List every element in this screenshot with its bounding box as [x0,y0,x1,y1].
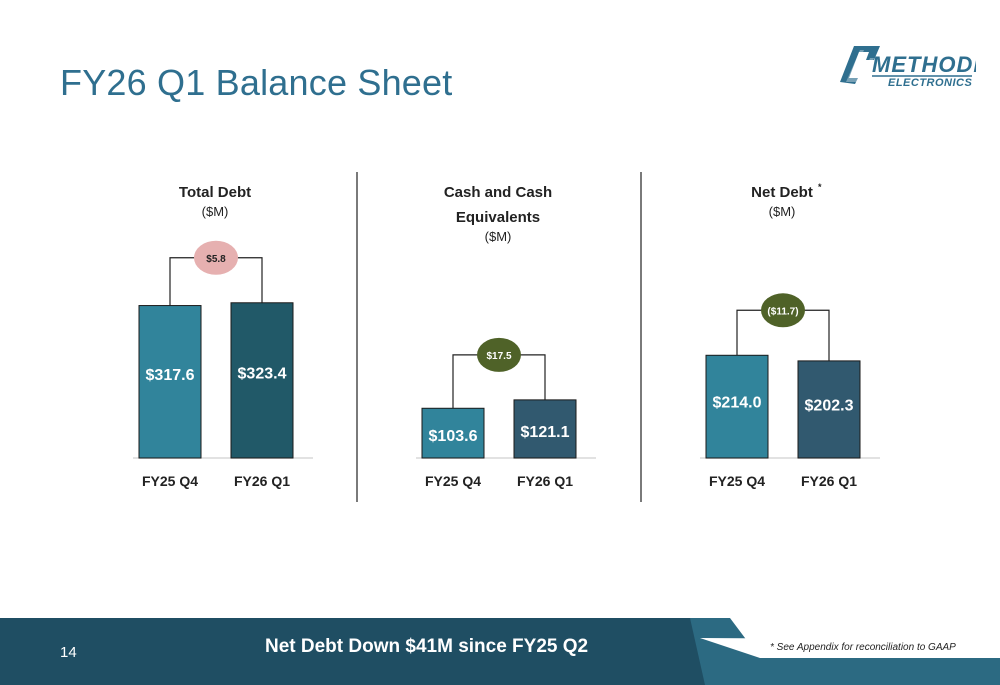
delta-bubble [761,293,805,328]
bar-fy25-q4 [705,354,769,459]
x-tick-label: FY25 Q4 [709,473,765,489]
x-tick-label: FY25 Q4 [142,473,198,489]
delta-bubble [477,337,521,372]
footer-band: 14 Net Debt Down $41M since FY25 Q2 * Se… [0,618,1000,685]
chart-title: Net Debt [751,184,813,201]
bar-fy25-q4 [421,407,485,459]
chart-title: Cash and Cash [444,184,552,201]
bar-value-label: $323.4 [238,366,287,383]
bar-fy25-q4 [138,305,202,459]
bar-value-label: $103.6 [429,428,478,445]
x-tick-label: FY26 Q1 [801,473,857,489]
x-tick-label: FY26 Q1 [517,473,573,489]
delta-bubble [194,240,238,275]
delta-label: $5.8 [206,254,226,265]
chart-title: Total Debt [179,184,251,201]
footnote: * See Appendix for reconciliation to GAA… [770,642,956,653]
footer-tagline: Net Debt Down $41M since FY25 Q2 [265,636,589,657]
bar-fy26-q1 [230,302,294,459]
chart-unit: ($M) [769,204,796,219]
delta-label: $17.5 [486,351,511,362]
logo-mark-icon [840,46,880,84]
delta-label: ($11.7) [767,306,798,317]
bar-value-label: $317.6 [146,367,195,384]
chart-title-mark: * [818,182,822,192]
chart-unit: ($M) [202,204,229,219]
page-title: FY26 Q1 Balance Sheet [60,62,453,103]
chart-unit: ($M) [485,229,512,244]
bar-value-label: $214.0 [713,395,762,412]
page-number: 14 [60,644,77,661]
x-tick-label: FY25 Q4 [425,473,481,489]
bar-value-label: $121.1 [521,424,570,441]
bar-value-label: $202.3 [805,398,854,415]
x-tick-label: FY26 Q1 [234,473,290,489]
logo-word2: ELECTRONICS [888,77,973,89]
footer-background [0,618,1000,685]
chart-title: Equivalents [456,209,540,226]
